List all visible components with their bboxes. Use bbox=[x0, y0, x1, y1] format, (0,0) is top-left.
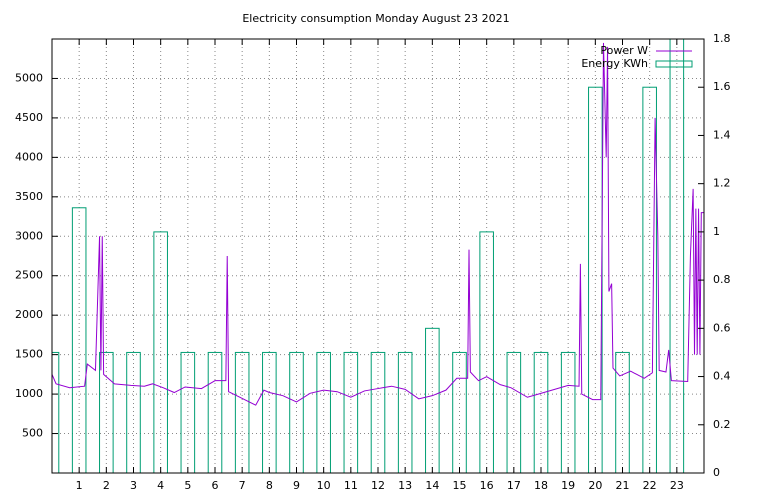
energy-bar bbox=[370, 351, 386, 473]
y-tick-label: 4000 bbox=[15, 150, 43, 163]
x-tick-label: 21 bbox=[616, 479, 630, 492]
energy-bar bbox=[180, 351, 196, 473]
x-tick-label: 3 bbox=[130, 479, 137, 492]
x-tick-label: 1 bbox=[76, 479, 83, 492]
y2-tick-label: 0.8 bbox=[713, 273, 731, 286]
energy-bar bbox=[452, 351, 467, 473]
y2-tick-label: 0.4 bbox=[713, 370, 731, 383]
x-tick-label: 11 bbox=[344, 479, 358, 492]
y-tick-label: 4500 bbox=[15, 111, 43, 124]
x-tick-label: 10 bbox=[317, 479, 331, 492]
y-tick-label: 3500 bbox=[15, 190, 43, 203]
x-tick-label: 19 bbox=[561, 479, 575, 492]
energy-bar bbox=[533, 351, 549, 473]
energy-bar bbox=[153, 231, 168, 473]
y-tick-label: 5000 bbox=[15, 71, 43, 84]
energy-bar bbox=[289, 351, 304, 473]
x-tick-label: 8 bbox=[266, 479, 273, 492]
x-tick-label: 17 bbox=[507, 479, 521, 492]
y2-tick-label: 1 bbox=[713, 225, 720, 238]
plot-area bbox=[52, 39, 704, 473]
x-tick-label: 23 bbox=[670, 479, 684, 492]
energy-bar bbox=[126, 351, 141, 473]
x-tick-label: 22 bbox=[643, 479, 657, 492]
energy-bar bbox=[262, 351, 277, 473]
energy-bar bbox=[397, 351, 413, 473]
x-tick-label: 4 bbox=[157, 479, 164, 492]
energy-bar bbox=[506, 351, 522, 473]
energy-bar bbox=[52, 351, 60, 473]
energy-bar bbox=[560, 351, 576, 473]
chart-title: Electricity consumption Monday August 23… bbox=[242, 12, 509, 25]
x-tick-label: 5 bbox=[184, 479, 191, 492]
x-tick-label: 16 bbox=[480, 479, 494, 492]
legend-label: Energy KWh bbox=[581, 57, 648, 70]
y-tick-label: 500 bbox=[22, 427, 43, 440]
legend-swatch bbox=[655, 60, 693, 68]
y2-tick-label: 1.8 bbox=[713, 32, 731, 45]
y-tick-label: 1500 bbox=[15, 348, 43, 361]
energy-bar bbox=[316, 351, 331, 473]
energy-bar bbox=[479, 231, 494, 473]
energy-bar bbox=[99, 351, 114, 473]
y2-tick-label: 0.6 bbox=[713, 321, 731, 334]
energy-bar bbox=[343, 351, 359, 473]
energy-bar bbox=[234, 351, 250, 473]
y2-tick-label: 0.2 bbox=[713, 418, 731, 431]
x-tick-label: 14 bbox=[425, 479, 439, 492]
x-tick-label: 12 bbox=[371, 479, 385, 492]
x-tick-label: 15 bbox=[453, 479, 467, 492]
y2-tick-label: 0 bbox=[713, 466, 720, 479]
y-tick-label: 2500 bbox=[15, 269, 43, 282]
power-line bbox=[52, 42, 704, 406]
x-tick-label: 20 bbox=[588, 479, 602, 492]
x-tick-label: 7 bbox=[239, 479, 246, 492]
y2-tick-label: 1.6 bbox=[713, 80, 731, 93]
x-tick-label: 6 bbox=[212, 479, 219, 492]
y-tick-label: 2000 bbox=[15, 308, 43, 321]
legend-label: Power W bbox=[600, 44, 648, 57]
energy-bar bbox=[669, 39, 685, 473]
energy-bar bbox=[71, 207, 87, 473]
x-tick-label: 9 bbox=[293, 479, 300, 492]
energy-bar bbox=[425, 327, 440, 473]
axes: 1 2 3 4 5 6 7 8 9 10 11 12 13 14 15 16 17 18 19 20 21 22 23500… bbox=[15, 32, 731, 492]
y2-tick-label: 1.4 bbox=[713, 128, 731, 141]
y-tick-label: 1000 bbox=[15, 387, 43, 400]
energy-bar bbox=[615, 351, 630, 473]
y2-tick-label: 1.2 bbox=[713, 177, 731, 190]
y-tick-label: 3000 bbox=[15, 229, 43, 242]
x-tick-label: 2 bbox=[103, 479, 110, 492]
energy-bar bbox=[207, 351, 223, 473]
x-tick-label: 13 bbox=[398, 479, 412, 492]
x-tick-label: 18 bbox=[534, 479, 548, 492]
grid bbox=[52, 39, 704, 473]
